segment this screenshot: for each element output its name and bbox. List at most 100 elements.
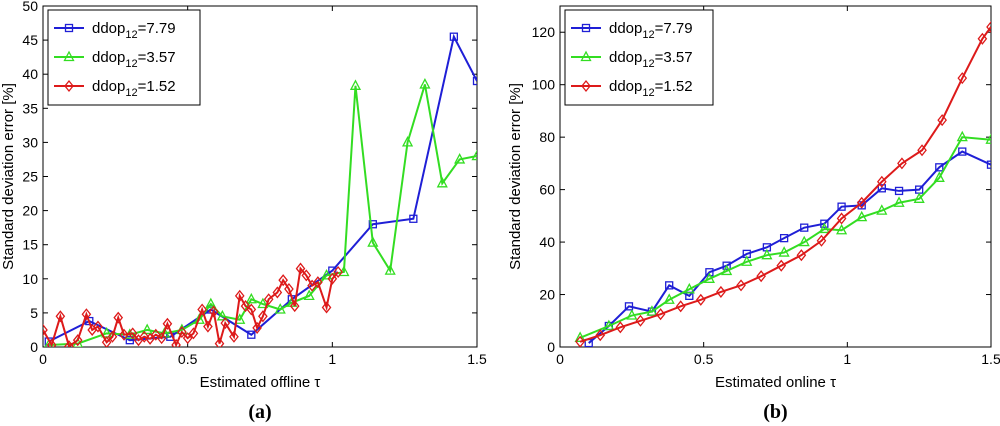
- data-point: [856, 210, 868, 222]
- y-tick-label: 0: [30, 339, 38, 355]
- legend-marker: [580, 50, 592, 62]
- plot-area: [43, 32, 477, 347]
- series-line: [48, 33, 477, 343]
- data-point: [349, 79, 362, 90]
- y-tick-label: 45: [22, 32, 38, 48]
- data-point: [836, 223, 848, 235]
- data-point: [162, 317, 173, 330]
- data-point: [295, 262, 306, 275]
- data-point: [303, 289, 315, 301]
- data-point: [188, 327, 199, 340]
- y-axis-label: Standard deviation error [%]: [0, 83, 17, 270]
- data-point: [409, 214, 418, 223]
- data-point: [327, 272, 338, 285]
- x-tick-label: 1.5: [981, 351, 1000, 367]
- y-tick-label: 0: [547, 339, 555, 355]
- data-point: [893, 196, 905, 207]
- data-point: [800, 223, 809, 232]
- data-point: [646, 305, 658, 316]
- data-point: [263, 293, 274, 306]
- legend-marker: [581, 23, 591, 33]
- data-point: [321, 301, 332, 314]
- series-1: [584, 147, 991, 347]
- data-point: [272, 286, 283, 299]
- x-axis-label: Estimated online τ: [715, 374, 836, 391]
- y-tick-label: 30: [22, 134, 38, 150]
- data-point: [234, 313, 246, 324]
- data-point: [177, 325, 187, 339]
- legend-item: ddop12=3.57: [54, 49, 176, 70]
- data-point: [220, 317, 231, 330]
- data-point: [471, 149, 477, 161]
- data-point: [313, 276, 323, 289]
- data-point: [779, 233, 789, 243]
- x-axis-label: Estimated offline τ: [200, 374, 321, 391]
- data-point: [240, 300, 251, 313]
- y-tick-label: 20: [539, 287, 555, 303]
- legend-label-prefix: ddop: [609, 49, 642, 66]
- data-point: [624, 302, 634, 311]
- data-point: [897, 157, 907, 170]
- data-point: [55, 310, 66, 323]
- series-3: [575, 20, 991, 347]
- data-point: [665, 281, 674, 290]
- x-tick-label: 0: [39, 351, 47, 367]
- legend-marker: [63, 50, 75, 62]
- data-point: [119, 328, 129, 341]
- data-point: [113, 311, 124, 324]
- data-point: [957, 72, 968, 85]
- data-point: [127, 327, 138, 340]
- data-point: [333, 265, 343, 279]
- data-point: [917, 144, 927, 157]
- x-tick-label: 0: [556, 351, 564, 367]
- data-point: [876, 175, 887, 188]
- data-point: [935, 163, 944, 172]
- data-point: [301, 269, 312, 282]
- data-point: [626, 309, 638, 320]
- data-point: [836, 212, 847, 225]
- data-point: [798, 235, 810, 247]
- y-tick-label: 10: [22, 271, 38, 287]
- data-point: [93, 320, 103, 333]
- data-point: [245, 292, 257, 304]
- data-point: [258, 310, 268, 323]
- plot-frame: [559, 5, 992, 348]
- legend: ddop12=7.79 ddop12=3.57 ddop12=1.52: [47, 9, 201, 106]
- legend-label: ddop12=7.79: [92, 20, 176, 41]
- legend-label-value: =3.57: [655, 49, 693, 66]
- data-point: [289, 300, 300, 313]
- data-point: [603, 319, 615, 331]
- legend-label-value: =1.52: [138, 78, 176, 95]
- legend-label-value: =1.52: [655, 78, 693, 95]
- y-tick-label: 40: [539, 234, 555, 250]
- y-tick-label: 120: [532, 24, 556, 40]
- y-tick-label: 40: [22, 66, 38, 82]
- data-point: [246, 303, 257, 316]
- y-tick-label: 35: [22, 100, 38, 116]
- legend-label: ddop12=7.79: [609, 20, 693, 41]
- legend-label-subscript: 12: [642, 29, 654, 41]
- data-point: [683, 282, 695, 294]
- data-point: [368, 220, 377, 229]
- data-point: [778, 246, 790, 257]
- legend-label-subscript: 12: [642, 87, 654, 99]
- y-tick-label: 100: [532, 77, 556, 93]
- legend-label-value: =3.57: [138, 49, 176, 66]
- data-point: [722, 261, 731, 270]
- panel-a: 0 0.5 1 1.5 0 5 10 15 20 25 30 35 40 45 50 Estimated of…: [0, 0, 487, 423]
- legend-label: ddop12=1.52: [92, 78, 176, 99]
- plot-area: [574, 20, 991, 347]
- data-point: [776, 259, 787, 272]
- data-point: [81, 308, 92, 321]
- data-point: [139, 330, 150, 343]
- data-point: [985, 133, 991, 144]
- data-point: [695, 293, 706, 306]
- data-point: [894, 186, 904, 196]
- y-tick-label: 25: [22, 169, 38, 185]
- data-point: [721, 264, 733, 276]
- data-point: [933, 171, 945, 182]
- data-point: [655, 308, 666, 321]
- legend-label-prefix: ddop: [92, 78, 125, 95]
